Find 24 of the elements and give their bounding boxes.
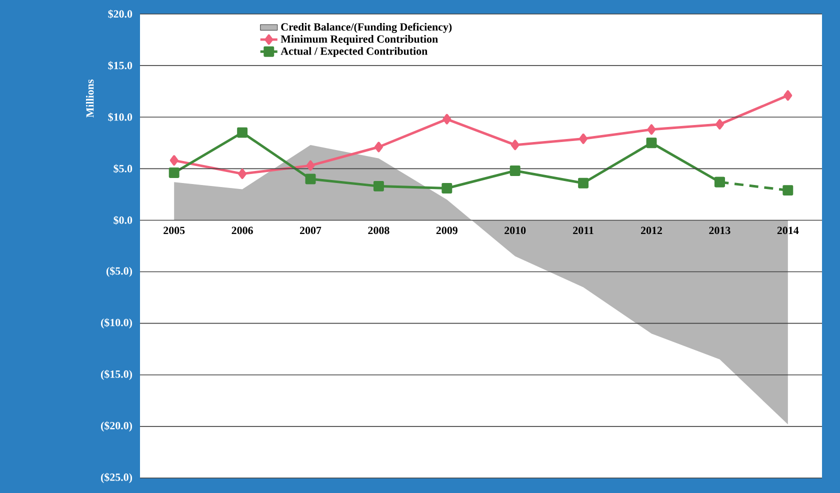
x-tick-label: 2008 xyxy=(368,226,390,234)
x-tick-label: 2013 xyxy=(709,226,730,234)
y-tick-label: $15.0 xyxy=(108,61,132,70)
y-tick-label: $20.0 xyxy=(108,10,132,18)
y-tick-label: ($20.0) xyxy=(101,421,132,432)
y-tick-label: ($10.0) xyxy=(101,318,132,328)
y-axis-title: Millions xyxy=(86,80,94,118)
y-tick-label: ($5.0) xyxy=(106,266,132,277)
legend-label: Credit Balance/(Funding Deficiency) xyxy=(281,22,452,33)
y-tick-label: $0.0 xyxy=(114,216,132,225)
y-tick-label: ($25.0) xyxy=(101,472,132,484)
x-tick-label: 2011 xyxy=(573,226,594,234)
x-tick-label: 2007 xyxy=(300,226,322,234)
y-tick-label: ($15.0) xyxy=(101,370,132,380)
x-tick-label: 2012 xyxy=(641,226,662,234)
x-tick-label: 2005 xyxy=(164,226,185,234)
y-tick-label: $5.0 xyxy=(114,164,132,174)
x-tick-label: 2014 xyxy=(777,226,799,234)
x-tick-label: 2006 xyxy=(232,226,253,234)
x-tick-label: 2010 xyxy=(504,226,526,234)
legend-label: Minimum Required Contribution xyxy=(280,35,438,45)
x-tick-label: 2009 xyxy=(436,226,458,234)
y-tick-label: $10.0 xyxy=(108,112,132,122)
legend-label: Actual / Expected Contribution xyxy=(280,47,428,58)
